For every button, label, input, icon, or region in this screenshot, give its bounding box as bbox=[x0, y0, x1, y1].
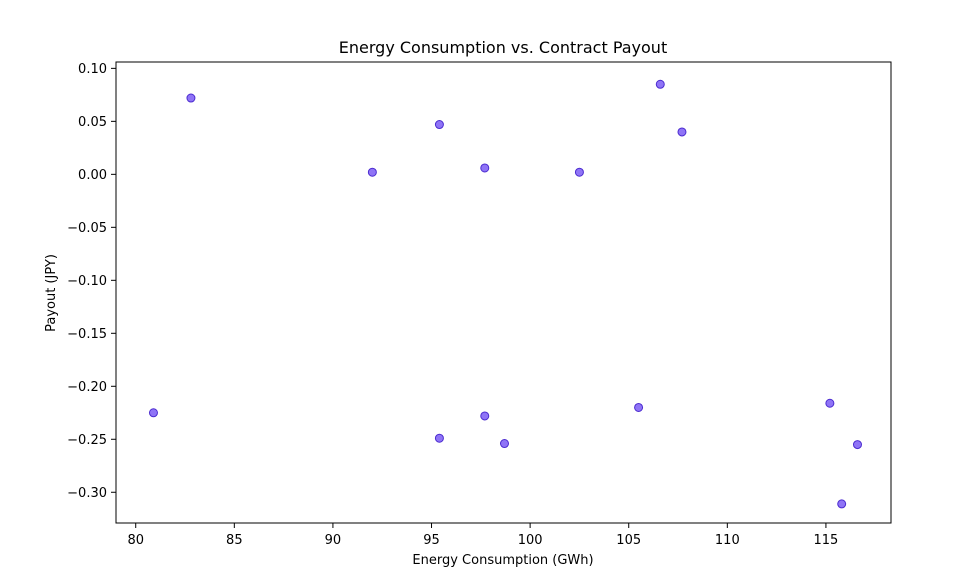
y-axis-ticks: 0.10 0.05 0.00 −0.05 −0.10 −0.15 −0.20 −0.25 −0.… bbox=[67, 62, 116, 501]
data-point bbox=[656, 80, 664, 88]
y-tick-label: −0.20 bbox=[67, 380, 107, 395]
chart-title: Energy Consumption vs. Contract Payout bbox=[339, 38, 667, 57]
y-tick-label: 0.10 bbox=[78, 62, 107, 77]
data-point bbox=[500, 440, 508, 448]
x-tick-label: 80 bbox=[127, 533, 144, 548]
data-point bbox=[635, 403, 643, 411]
data-point bbox=[435, 121, 443, 129]
data-point bbox=[368, 168, 376, 176]
data-point bbox=[187, 94, 195, 102]
y-tick-label: −0.15 bbox=[67, 327, 107, 342]
y-tick-label: −0.30 bbox=[67, 486, 107, 501]
y-tick-label: 0.00 bbox=[78, 168, 107, 183]
data-point bbox=[481, 164, 489, 172]
data-point bbox=[678, 128, 686, 136]
x-tick-label: 85 bbox=[226, 533, 243, 548]
data-point bbox=[481, 412, 489, 420]
x-tick-label: 105 bbox=[616, 533, 641, 548]
y-tick-label: −0.25 bbox=[67, 433, 107, 448]
data-point bbox=[149, 409, 157, 417]
data-point bbox=[575, 168, 583, 176]
y-axis-label: Payout (JPY) bbox=[44, 254, 59, 332]
data-point bbox=[838, 500, 846, 508]
x-tick-label: 90 bbox=[325, 533, 342, 548]
y-tick-label: 0.05 bbox=[78, 115, 107, 130]
data-point bbox=[853, 441, 861, 449]
data-point bbox=[826, 399, 834, 407]
x-axis-label: Energy Consumption (GWh) bbox=[412, 553, 593, 568]
x-tick-label: 95 bbox=[423, 533, 440, 548]
x-tick-label: 110 bbox=[715, 533, 740, 548]
points-layer bbox=[149, 80, 861, 508]
x-tick-label: 100 bbox=[518, 533, 543, 548]
data-point bbox=[435, 434, 443, 442]
y-tick-label: −0.10 bbox=[67, 274, 107, 289]
x-tick-label: 115 bbox=[814, 533, 839, 548]
y-tick-label: −0.05 bbox=[67, 221, 107, 236]
plot-frame bbox=[116, 62, 891, 523]
x-axis-ticks: 80 85 90 95 100 105 110 115 bbox=[127, 523, 838, 548]
